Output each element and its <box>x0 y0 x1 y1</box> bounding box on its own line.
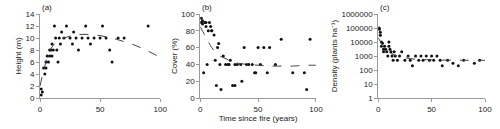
svg-text:1000: 1000 <box>355 52 373 61</box>
svg-text:0: 0 <box>30 94 35 103</box>
svg-text:10: 10 <box>364 80 373 89</box>
svg-text:1000000: 1000000 <box>341 10 373 19</box>
svg-text:Density (plants ha⁻¹): Density (plants ha⁻¹) <box>330 19 339 92</box>
svg-text:12: 12 <box>25 22 34 31</box>
svg-text:4: 4 <box>30 70 35 79</box>
svg-text:20: 20 <box>186 77 195 86</box>
svg-text:10000: 10000 <box>350 38 373 47</box>
svg-text:6: 6 <box>30 58 35 67</box>
svg-text:14: 14 <box>25 10 34 19</box>
svg-text:Height (m): Height (m) <box>14 37 23 75</box>
svg-text:100: 100 <box>478 105 492 114</box>
svg-text:Cover (%): Cover (%) <box>170 38 179 74</box>
svg-text:(c): (c) <box>380 3 390 12</box>
svg-text:0: 0 <box>190 94 195 103</box>
svg-text:50: 50 <box>254 105 263 114</box>
svg-text:60: 60 <box>186 43 195 52</box>
svg-text:50: 50 <box>96 105 105 114</box>
svg-text:100000: 100000 <box>346 24 373 33</box>
svg-text:100: 100 <box>181 10 195 19</box>
svg-text:100: 100 <box>153 105 167 114</box>
svg-text:10: 10 <box>25 34 34 43</box>
svg-text:0: 0 <box>376 105 381 114</box>
svg-text:8: 8 <box>30 46 35 55</box>
svg-text:0: 0 <box>38 105 43 114</box>
svg-text:40: 40 <box>186 60 195 69</box>
svg-text:1: 1 <box>368 94 373 103</box>
svg-text:0: 0 <box>198 105 203 114</box>
svg-text:Time since fire (years): Time since fire (years) <box>219 114 298 123</box>
svg-text:100: 100 <box>359 66 373 75</box>
svg-text:(a): (a) <box>42 3 52 12</box>
svg-text:(b): (b) <box>202 3 212 12</box>
svg-text:2: 2 <box>30 82 35 91</box>
svg-text:80: 80 <box>186 27 195 36</box>
svg-text:50: 50 <box>427 105 436 114</box>
svg-text:100: 100 <box>309 105 323 114</box>
